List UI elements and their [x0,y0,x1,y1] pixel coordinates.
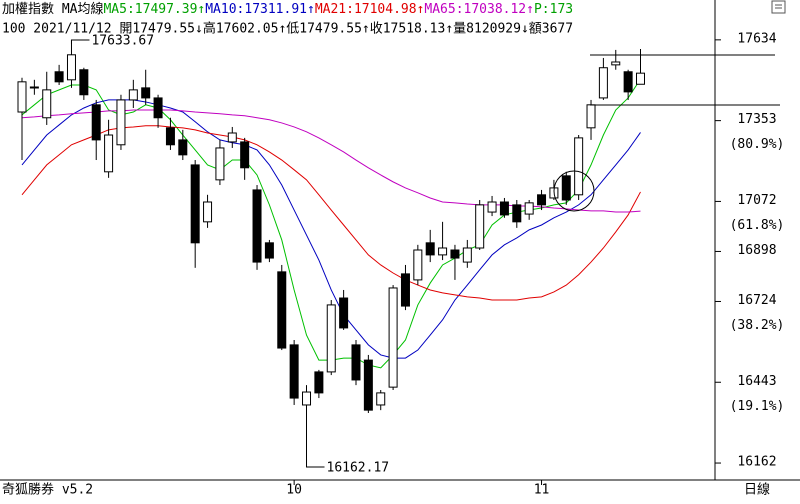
candle-body [388,287,398,388]
candle-body [314,371,324,394]
low-annotation: 16162.17 [327,460,390,475]
candle-body [351,344,361,381]
candle-body [524,202,534,215]
candle-body [141,87,151,99]
candle-body [264,242,274,259]
candle-body [326,304,336,373]
candle-body [413,249,423,281]
candle-body [203,201,213,223]
candle-body [66,54,76,81]
candle-body [29,86,39,89]
drawn-circle [553,170,595,212]
candle-body [450,249,460,259]
candle-body [277,271,287,349]
candle-body [302,391,312,406]
y-tick-label: 17353 [737,112,776,127]
high-annotation: 17633.67 [91,33,154,48]
header: 加權指數 MA均線MA5:17497.39↑MA10:17311.91↑MA21… [2,1,573,37]
candle-body [574,137,584,196]
fib-label: (80.9%) [730,137,785,152]
period-label: 日線 [744,482,770,498]
candle-body [475,204,485,249]
x-tick-label: 10 [286,483,302,498]
candle-body [561,175,571,201]
fib-label: (19.1%) [730,399,785,414]
candle-body [91,104,101,141]
candle-body [537,194,547,206]
annotation-leader [306,458,325,468]
candle-body [400,273,410,307]
candle-body [227,132,237,143]
header-item: P:173 [534,2,573,17]
candle-body [190,164,200,244]
header-item: MA10:17311.91↑ [205,2,315,17]
candle-body [104,134,114,173]
candle-body [487,201,497,213]
candle-body [636,72,645,85]
y-tick-label: 16898 [737,243,776,258]
y-tick-label: 16724 [737,293,776,308]
candle-body [611,61,621,66]
candle-body [128,89,138,101]
candle-body [289,344,299,399]
header-item: MA5:17497.39↑ [103,2,205,17]
candle-body [42,89,52,119]
y-tick-label: 17634 [737,31,776,46]
y-tick-label: 16443 [737,374,776,389]
candle-body [339,297,349,329]
candle-body [17,81,27,113]
header-item: MA21:17104.98↑ [315,2,425,17]
software-label: 奇狐勝券 v5.2 [2,482,93,498]
candle-body [79,69,89,96]
candle-body [623,71,633,93]
candle-body [499,201,509,216]
y-tick-label: 16162 [737,455,776,470]
x-tick-label: 11 [534,483,550,498]
candle-body [153,97,163,119]
candle-body [240,141,250,169]
candle-body [512,204,522,223]
fib-label: (61.8%) [730,218,785,233]
candle-body [215,147,225,181]
candle-body [165,127,175,146]
candle-body [116,99,126,146]
header-line2: 100 2021/11/12 開17479.55↓高17602.05↑低1747… [2,21,573,37]
candle-body [252,189,262,263]
candle-body [462,247,472,263]
candle-body [438,247,448,256]
candle-body [376,392,386,406]
header-item: MA65:17038.12↑ [424,2,534,17]
candle-body [425,242,435,256]
window-icon[interactable] [771,0,786,14]
candle-body [178,139,188,156]
candle-body [598,67,608,99]
header-item: 加權指數 MA均線 [2,1,103,17]
header-line1: 加權指數 MA均線MA5:17497.39↑MA10:17311.91↑MA21… [2,1,573,17]
candle-body [363,359,373,411]
y-tick-label: 17072 [737,193,776,208]
annotation-leader [70,39,90,44]
candle-body [54,71,64,83]
fib-label: (38.2%) [730,318,785,333]
candle-body [586,104,596,129]
